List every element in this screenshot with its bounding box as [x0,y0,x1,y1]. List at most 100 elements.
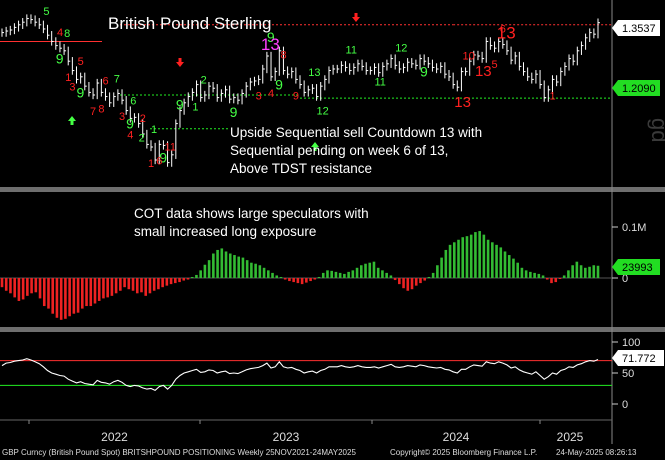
cot-bar [224,251,228,278]
countdown-label: 6 [102,76,108,88]
setup-count-label: 1 [192,101,198,113]
cot-bar [334,271,338,278]
rsi-last-value: 71.772 [622,353,656,365]
cot-bar [524,270,528,278]
rsi-last-label: 71.772 [612,350,664,366]
panel-separator [0,187,665,192]
cot-bar [338,272,342,278]
annotation-line: Sequential pending on week 6 of 13, [230,143,448,158]
cot-bar [144,278,148,296]
cot-bar [389,275,393,278]
cot-bar [469,234,473,278]
cot-bar [313,278,317,280]
footer-bar: GBP Curncy (British Pound Spot) BRITSHPO… [0,444,665,460]
cot-bar [423,278,426,281]
signal-arrow-up [311,142,319,151]
cot-bar [347,271,350,278]
countdown-label: 1 [549,90,555,102]
setup-count-label: 9 [126,116,134,132]
countdown-label: 6 [500,24,506,36]
x-tick-label: 2024 [443,430,470,444]
cot-bar [97,278,101,301]
countdown-label: 3 [69,82,75,94]
countdown-label: 4 [57,27,63,39]
annotation-line: Above TDST resistance [230,161,372,176]
cot-bar [398,278,401,285]
cot-bar [110,278,114,296]
cot-bar [190,276,194,278]
cot-bar [250,262,253,278]
cot-bar [393,278,397,281]
cot-bar [258,265,262,278]
cot-bar [427,276,431,278]
rsi-tick-label: 50 [622,368,634,380]
setup-count-label: 8 [64,28,70,40]
last-price-label: 1.3537 [612,20,660,36]
countdown-label: 9 [293,90,299,102]
countdown-label: 6 [156,155,162,167]
cot-bar [292,278,295,283]
cot-bar [372,261,376,278]
rsi-tick-label: 100 [622,337,640,349]
countdown-label: 4 [127,129,133,141]
cot-bar [148,278,152,294]
cot-bar [584,267,587,278]
cot-bar [326,270,329,278]
cot-bar [34,278,38,293]
cot-bar [537,273,541,278]
signal-arrows [68,13,360,151]
price-level-lines [0,24,612,130]
countdown-label: 1 [65,72,71,84]
cot-bar [414,278,418,286]
cot-bar [343,273,346,278]
rsi-tick-label: 0 [622,399,628,411]
cot-bar [233,255,236,278]
cot-bar [567,270,570,278]
cot-bar [457,239,460,278]
cot-bar [283,278,287,280]
cot-bar [317,276,321,278]
cot-bar [119,278,122,291]
setup-count-label: 11 [375,76,386,88]
countdown-label: 7 [90,106,96,118]
cot-bar [452,242,456,278]
cot-bar [296,278,300,284]
cot-bar [237,256,241,278]
countdown-label: 11 [165,142,176,154]
cot-bar [368,262,372,278]
cot-bar [271,272,274,278]
cot-bar [520,267,524,278]
x-axis-ticks: 2022 2023 2024 2025 [28,420,584,444]
cot-bar [76,278,80,313]
cot-bar [275,275,279,278]
setup-count-label: 9 [159,149,167,165]
cot-bar [203,264,207,278]
cot-bar [72,278,76,314]
cot-bar [402,278,405,289]
support-price-label: 1.2090 [612,80,660,96]
cot-bar [266,270,270,278]
cot-bar [220,248,224,278]
countdown-label: 1 [148,158,154,170]
cot-bar [169,278,173,285]
cot-bar [478,231,481,278]
cot-bar [385,272,388,278]
signal-arrow-down [176,58,184,67]
cot-bar [410,278,414,290]
cot-bar [245,260,249,278]
chart-background [0,0,665,444]
support-price-value: 1.2090 [622,83,656,95]
cot-bar [499,247,503,278]
cot-bar [444,249,448,278]
countdown-label: 5 [78,56,84,68]
setup-count-label: 9 [56,51,64,67]
cot-bar [68,278,71,317]
cot-bar [161,278,164,288]
cot-bar [21,278,25,300]
cot-bar [0,278,4,288]
cot-bar [123,278,126,288]
cot-bar [9,278,12,294]
cot-bar [596,265,600,278]
cot-bar [262,267,266,278]
cot-bar [93,278,97,304]
